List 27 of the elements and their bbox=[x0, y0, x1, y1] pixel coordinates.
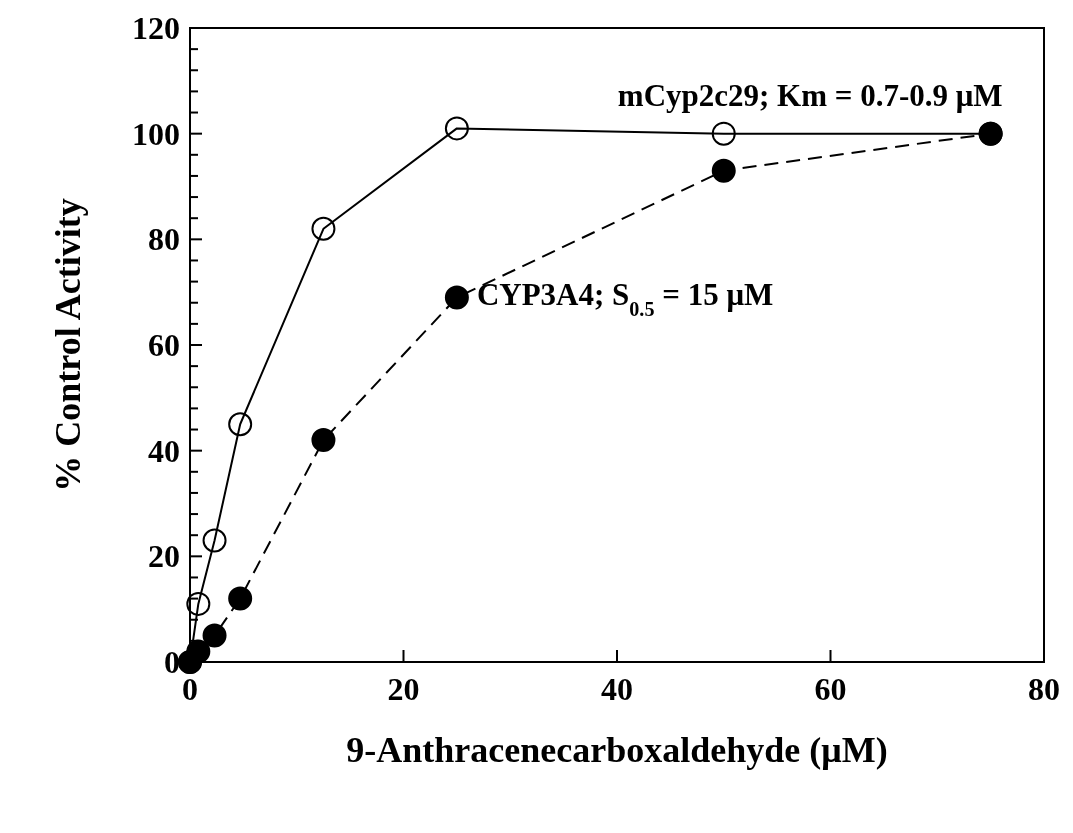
x-tick-label: 40 bbox=[601, 671, 633, 707]
point bbox=[186, 639, 211, 664]
x-tick-label: 60 bbox=[814, 671, 847, 707]
y-tick-label: 40 bbox=[148, 432, 180, 469]
y-axis-title: % Control Activity bbox=[48, 198, 88, 492]
y-tick-label: 120 bbox=[132, 10, 180, 46]
y-tick-label: 20 bbox=[148, 538, 180, 575]
y-tick-label: 100 bbox=[132, 115, 180, 152]
point bbox=[202, 528, 227, 553]
x-tick-label: 80 bbox=[1028, 671, 1060, 707]
point bbox=[444, 285, 469, 310]
point bbox=[228, 586, 253, 611]
point bbox=[444, 116, 469, 141]
x-tick-label: 20 bbox=[387, 671, 420, 707]
y-tick-label: 80 bbox=[148, 221, 180, 258]
point bbox=[202, 623, 227, 648]
point bbox=[311, 428, 336, 453]
point bbox=[711, 158, 736, 183]
x-axis-title: 9-Anthracenecarboxaldehyde (μM) bbox=[346, 730, 888, 770]
point bbox=[711, 121, 736, 146]
point bbox=[186, 591, 211, 616]
point bbox=[311, 216, 336, 241]
point bbox=[228, 412, 253, 437]
y-tick-label: 0 bbox=[164, 644, 180, 680]
y-tick-label: 60 bbox=[148, 327, 180, 363]
series-label: mCyp2c29; Km = 0.7-0.9 μM bbox=[617, 77, 1003, 113]
series-label: CYP3A4; S$_{0.5}$ = 15 μM bbox=[476, 277, 774, 321]
